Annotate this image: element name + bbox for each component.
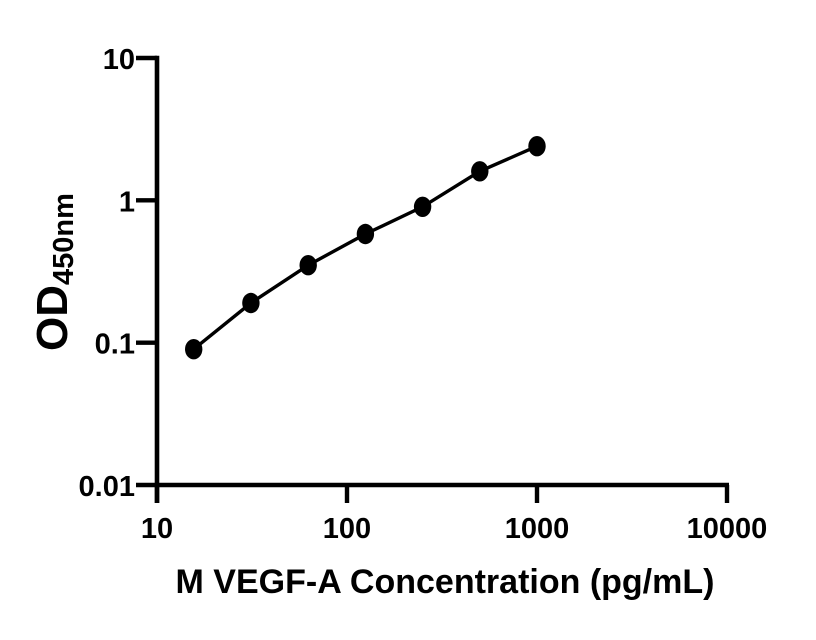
- data-point: [299, 255, 317, 276]
- data-point: [185, 339, 203, 360]
- x-tick-label: 1000: [505, 513, 570, 545]
- y-axis-title: OD450nm: [28, 193, 80, 351]
- y-axis-title-sub: 450nm: [48, 193, 80, 285]
- y-tick-label: 0.01: [79, 471, 135, 503]
- data-point: [242, 292, 260, 314]
- y-tick-label: 1: [119, 186, 135, 218]
- data-point: [356, 223, 375, 245]
- series-group: [185, 136, 546, 360]
- data-point: [471, 161, 489, 182]
- x-tick-label: 100: [323, 513, 371, 545]
- y-axis-title-main: OD: [28, 285, 77, 351]
- data-point: [528, 136, 546, 157]
- x-tick-label: 10000: [687, 513, 768, 545]
- data-point: [413, 196, 432, 217]
- y-tick-label: 0.1: [95, 329, 135, 361]
- y-tick-label: 10: [103, 44, 135, 76]
- x-axis-title: M VEGF-A Concentration (pg/mL): [176, 563, 715, 601]
- x-tick-label: 10: [141, 513, 173, 545]
